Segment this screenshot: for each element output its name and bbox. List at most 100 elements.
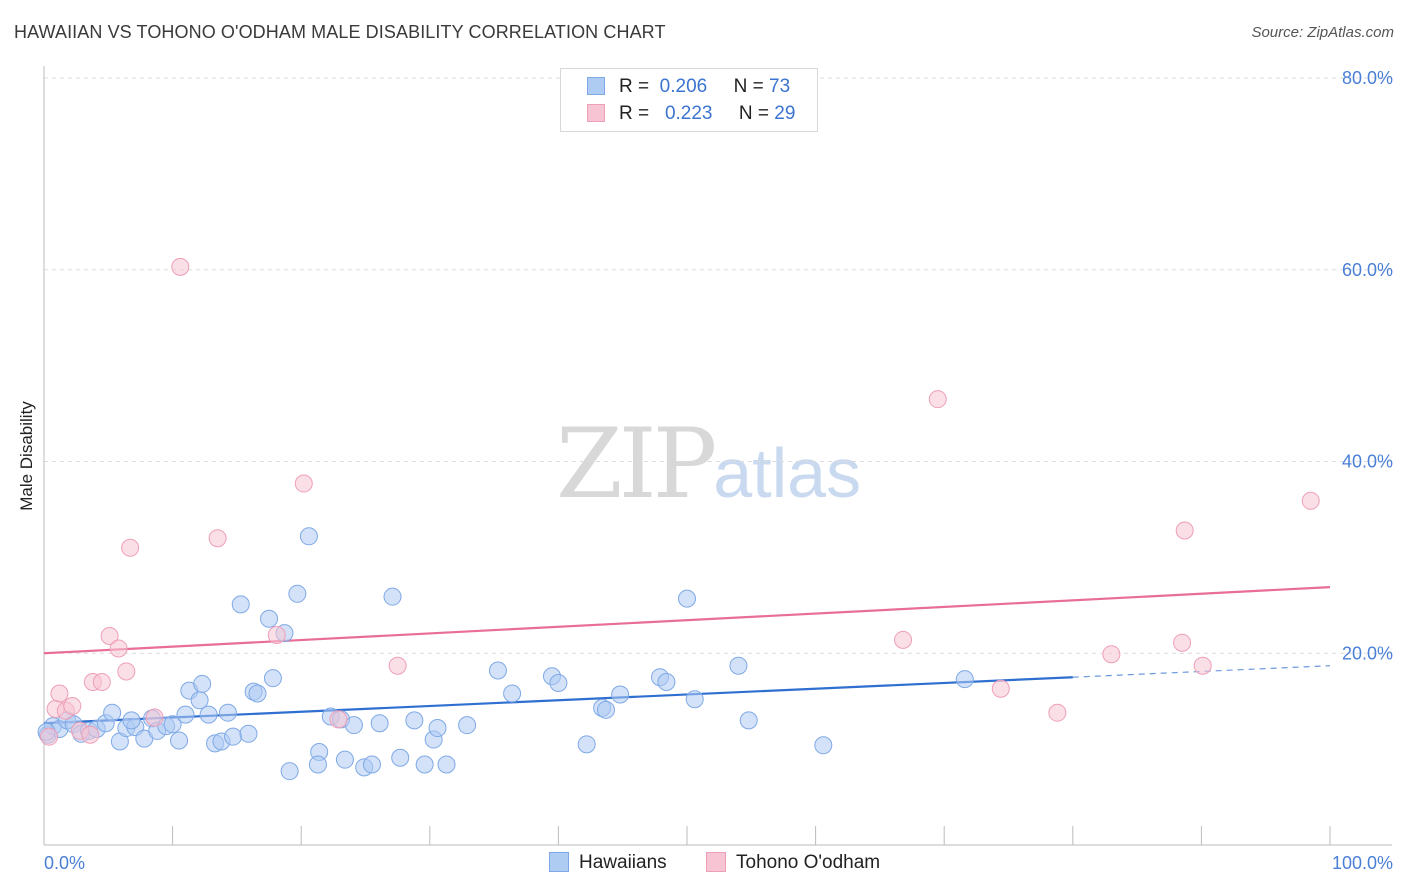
point-hawaiians	[224, 727, 243, 746]
point-hawaiians	[391, 748, 410, 767]
legend-swatch-tohono	[587, 104, 605, 122]
point-hawaiians	[239, 724, 258, 743]
point-hawaiians	[199, 705, 218, 724]
point-hawaiians	[955, 670, 974, 689]
point-hawaiians	[299, 527, 318, 546]
point-hawaiians	[288, 584, 307, 603]
point-tohono	[81, 725, 100, 744]
point-hawaiians	[437, 755, 456, 774]
legend-n-label: N =	[738, 103, 770, 124]
point-hawaiians	[335, 750, 354, 769]
point-hawaiians	[458, 716, 477, 735]
point-tohono	[1102, 645, 1121, 664]
correlation-legend: R = 0.206 N = 73 R = 0.223 N = 29	[560, 68, 818, 132]
point-hawaiians	[739, 711, 758, 730]
point-hawaiians	[428, 719, 447, 738]
point-hawaiians	[344, 716, 363, 735]
point-tohono	[1173, 633, 1192, 652]
legend-r-value: 0.206	[659, 76, 708, 97]
point-hawaiians	[596, 700, 615, 719]
legend-row-hawaiians: R = 0.206 N = 73	[587, 76, 790, 98]
point-tohono	[991, 679, 1010, 698]
point-hawaiians	[415, 755, 434, 774]
point-hawaiians	[503, 684, 522, 703]
legend-r-value: 0.223	[664, 103, 713, 124]
bottom-legend-label: Hawaiians	[579, 852, 667, 873]
point-tohono	[145, 708, 164, 727]
legend-n-value: 73	[769, 76, 791, 97]
point-hawaiians	[170, 731, 189, 750]
point-tohono	[109, 639, 128, 658]
y-tick-label: 60.0%	[1342, 260, 1393, 280]
point-hawaiians	[685, 690, 704, 709]
point-tohono	[171, 257, 190, 276]
point-hawaiians	[405, 711, 424, 730]
point-hawaiians	[308, 755, 327, 774]
legend-r-label: R =	[619, 103, 650, 124]
legend-r-label: R =	[619, 76, 650, 97]
point-hawaiians	[103, 703, 122, 722]
data-points	[37, 257, 1320, 781]
point-tohono	[1048, 703, 1067, 722]
trend-line-tohono	[43, 585, 1331, 655]
point-tohono	[267, 626, 286, 645]
point-hawaiians	[260, 609, 279, 628]
y-tick-label: 20.0%	[1342, 643, 1393, 663]
point-tohono	[1301, 491, 1320, 510]
gridlines	[44, 77, 1392, 654]
point-hawaiians	[814, 736, 833, 755]
bottom-legend-tohono: Tohono O'odham	[706, 852, 880, 874]
y-tick-label: 80.0%	[1342, 68, 1393, 88]
point-hawaiians	[218, 703, 237, 722]
point-tohono	[388, 656, 407, 675]
point-tohono	[1175, 521, 1194, 540]
point-tohono	[117, 662, 136, 681]
point-hawaiians	[729, 656, 748, 675]
bottom-legend-hawaiians: Hawaiians	[549, 852, 667, 874]
point-hawaiians	[577, 735, 596, 754]
point-hawaiians	[678, 589, 696, 608]
source-label: Source: ZipAtlas.com	[1251, 24, 1394, 41]
point-tohono	[1193, 656, 1212, 675]
point-hawaiians	[488, 661, 507, 680]
x-tick-label-min: 0.0%	[44, 853, 85, 873]
trend-line-hawaiians-extension	[1072, 665, 1331, 678]
point-hawaiians	[370, 714, 389, 733]
bottom-legend-label: Tohono O'odham	[736, 852, 881, 873]
point-hawaiians	[163, 715, 182, 734]
y-tick-label: 40.0%	[1342, 452, 1393, 472]
point-tohono	[92, 673, 111, 692]
point-tohono	[50, 684, 69, 703]
point-hawaiians	[248, 684, 267, 703]
legend-swatch-hawaiians	[587, 77, 605, 95]
point-tohono	[100, 626, 119, 645]
point-tohono	[894, 630, 913, 649]
bottom-legend-swatch-hawaiians	[549, 852, 569, 872]
point-tohono	[121, 538, 140, 557]
chart-title: HAWAIIAN VS TOHONO O'ODHAM MALE DISABILI…	[14, 22, 666, 42]
point-tohono	[294, 474, 313, 493]
point-hawaiians	[263, 669, 282, 688]
point-tohono	[329, 710, 348, 729]
point-hawaiians	[193, 674, 212, 693]
point-hawaiians	[383, 587, 402, 606]
tick-labels: 20.0% 40.0% 60.0% 80.0% 0.0% 100.0%	[44, 68, 1393, 873]
point-hawaiians	[280, 762, 299, 781]
point-hawaiians	[122, 711, 141, 730]
bottom-legend-swatch-tohono	[706, 852, 726, 872]
point-tohono	[63, 696, 82, 715]
watermark-zip: ZIP	[556, 408, 717, 520]
point-hawaiians	[176, 705, 195, 724]
point-tohono	[928, 390, 947, 409]
point-hawaiians	[611, 685, 630, 704]
x-tick-label-max: 100.0%	[1332, 853, 1393, 873]
point-tohono	[40, 727, 59, 746]
point-hawaiians	[231, 595, 250, 614]
point-hawaiians	[549, 673, 568, 692]
legend-row-tohono: R = 0.223 N = 29	[587, 103, 795, 125]
legend-n-value: 29	[774, 103, 796, 124]
legend-n-label: N =	[733, 76, 764, 97]
point-hawaiians	[657, 673, 676, 692]
axes	[43, 66, 1392, 846]
